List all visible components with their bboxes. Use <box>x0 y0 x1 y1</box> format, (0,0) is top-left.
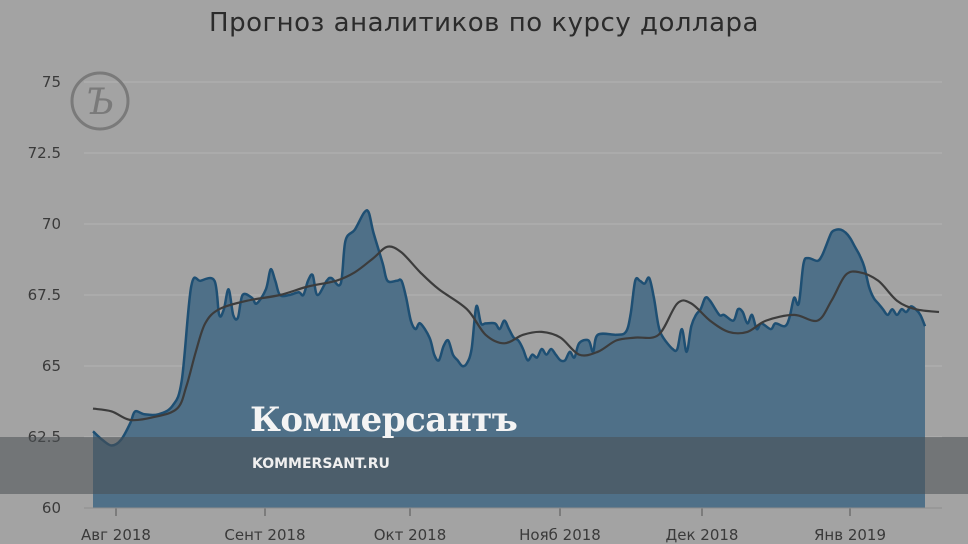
x-axis-ticks: Авг 2018 Сент 2018 Окт 2018 Нояб 2018 Дек 20… <box>81 507 942 544</box>
trend-line <box>92 245 940 422</box>
series-line <box>92 209 927 447</box>
y-tick-label: 65 <box>42 357 61 375</box>
area-fill <box>93 210 925 509</box>
kommersant-logo-icon: Ъ <box>69 70 131 132</box>
y-tick-label: 60 <box>42 499 61 517</box>
x-tick-label: Авг 2018 <box>81 526 151 544</box>
x-tick-label: Нояб 2018 <box>519 526 601 544</box>
brand-banner <box>0 437 968 494</box>
y-tick-label: 72.5 <box>28 144 61 162</box>
x-tick-label: Окт 2018 <box>374 526 447 544</box>
svg-text:Ъ: Ъ <box>86 82 115 123</box>
x-tick-label: Янв 2019 <box>814 526 886 544</box>
brand-name: Коммерсантъ <box>250 400 518 440</box>
chart-title: Прогноз аналитиков по курсу доллара <box>209 8 759 38</box>
y-tick-label: 70 <box>42 215 61 233</box>
y-tick-label: 67.5 <box>28 286 61 304</box>
y-tick-label: 75 <box>42 73 61 91</box>
x-tick-label: Дек 2018 <box>666 526 739 544</box>
brand-url[interactable]: KOMMERSANT.RU <box>252 456 390 472</box>
x-tick-label: Сент 2018 <box>224 526 305 544</box>
